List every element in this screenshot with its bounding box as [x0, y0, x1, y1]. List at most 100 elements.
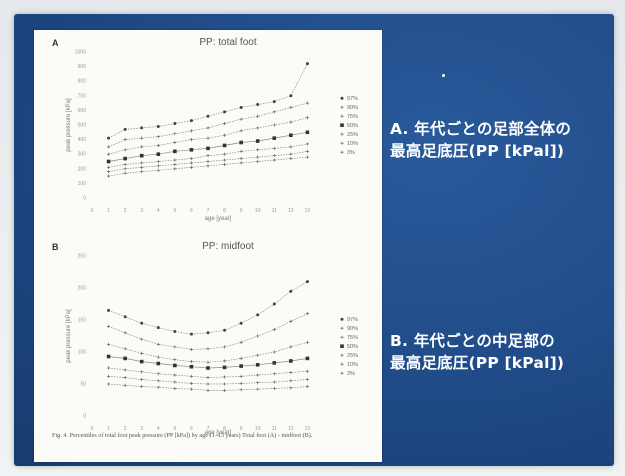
legend-label: 75%: [347, 114, 358, 120]
data-point: [272, 380, 276, 384]
chart-title: PP: midfoot: [202, 241, 254, 252]
data-point: [173, 149, 177, 154]
y-tick-label: 200: [78, 166, 87, 172]
legend-marker: [340, 123, 344, 127]
data-point: [222, 365, 227, 370]
data-point: [289, 133, 293, 138]
legend-marker: [340, 335, 344, 339]
data-point: [189, 364, 194, 369]
data-point: [156, 152, 161, 156]
data-point: [173, 380, 177, 384]
data-point: [106, 170, 111, 174]
data-point: [222, 359, 227, 363]
data-point: [272, 136, 277, 140]
data-point: [140, 384, 144, 389]
legend-label: 97%: [347, 317, 358, 323]
data-point: [189, 374, 194, 378]
x-tick-label: 8: [223, 208, 226, 214]
data-point: [305, 62, 309, 66]
data-point: [189, 387, 194, 391]
data-point: [173, 358, 177, 362]
data-point: [222, 388, 227, 392]
data-point: [256, 159, 260, 164]
data-point: [156, 361, 161, 366]
data-point: [239, 156, 243, 161]
data-point: [189, 138, 194, 142]
data-point: [239, 381, 243, 385]
data-point: [189, 347, 194, 352]
data-point: [289, 152, 293, 156]
slide-dot: [442, 74, 445, 77]
data-point: [272, 328, 276, 332]
data-point: [173, 158, 177, 162]
data-point: [156, 168, 160, 172]
data-point: [123, 171, 127, 175]
data-point: [305, 155, 310, 159]
data-point: [305, 384, 310, 389]
data-point: [206, 136, 210, 140]
y-tick-label: 700: [78, 93, 87, 99]
legend-label: 3%: [347, 150, 355, 156]
legend-label: 90%: [347, 105, 358, 111]
data-point: [305, 142, 310, 146]
y-tick-label: 400: [78, 137, 87, 143]
data-point: [239, 374, 243, 378]
data-point: [256, 353, 260, 357]
x-tick-label: 6: [190, 208, 193, 214]
data-point: [239, 388, 243, 392]
x-axis-label: age [year]: [205, 430, 232, 436]
data-point: [223, 110, 227, 114]
data-point: [222, 345, 227, 349]
data-point: [106, 382, 111, 386]
x-tick-label: 13: [305, 208, 311, 214]
x-tick-label: 5: [173, 208, 176, 214]
data-point: [206, 146, 210, 151]
figure-card: A PP: total foot 0 100 200 300 400 500 600 700 800…: [34, 30, 382, 462]
data-point: [206, 154, 210, 158]
y-tick-label: 300: [78, 152, 87, 158]
panel-b-description: B. 年代ごとの中足部の 最高足底圧(PP [kPal]): [390, 330, 620, 374]
y-tick-label: 600: [78, 108, 87, 114]
data-point: [272, 154, 276, 158]
x-tick-label: 12: [288, 426, 294, 432]
data-point: [305, 116, 310, 120]
data-point: [239, 161, 243, 165]
data-point: [173, 386, 177, 391]
data-point: [173, 345, 177, 349]
data-point: [106, 165, 111, 169]
legend-marker: [340, 150, 344, 154]
data-point: [173, 363, 177, 368]
data-point: [222, 143, 227, 148]
data-point: [222, 382, 227, 386]
data-point: [272, 146, 276, 150]
data-point: [156, 372, 160, 376]
legend-marker: [340, 114, 344, 118]
legend-marker: [340, 371, 344, 375]
data-point: [189, 332, 193, 336]
data-point: [156, 342, 160, 346]
data-point: [106, 145, 111, 149]
legend-label: 25%: [347, 353, 358, 359]
data-point: [239, 117, 243, 121]
data-point: [256, 103, 260, 107]
data-point: [272, 302, 276, 306]
y-tick-label: 100: [78, 350, 87, 356]
data-point: [123, 315, 127, 319]
data-point: [255, 363, 260, 367]
data-point: [289, 105, 293, 110]
data-point: [140, 136, 144, 140]
y-tick-label: 0: [83, 196, 86, 202]
data-point: [256, 373, 260, 377]
data-point: [305, 149, 310, 153]
data-point: [140, 351, 144, 355]
x-tick-label: 11: [272, 426, 277, 432]
data-point: [256, 313, 260, 317]
x-tick-label: 9: [240, 208, 243, 214]
data-point: [139, 153, 144, 158]
x-tick-label: 9: [240, 426, 243, 432]
data-point: [239, 149, 243, 153]
legend-label: 97%: [347, 96, 358, 102]
data-point: [156, 379, 160, 383]
data-point: [206, 388, 210, 392]
